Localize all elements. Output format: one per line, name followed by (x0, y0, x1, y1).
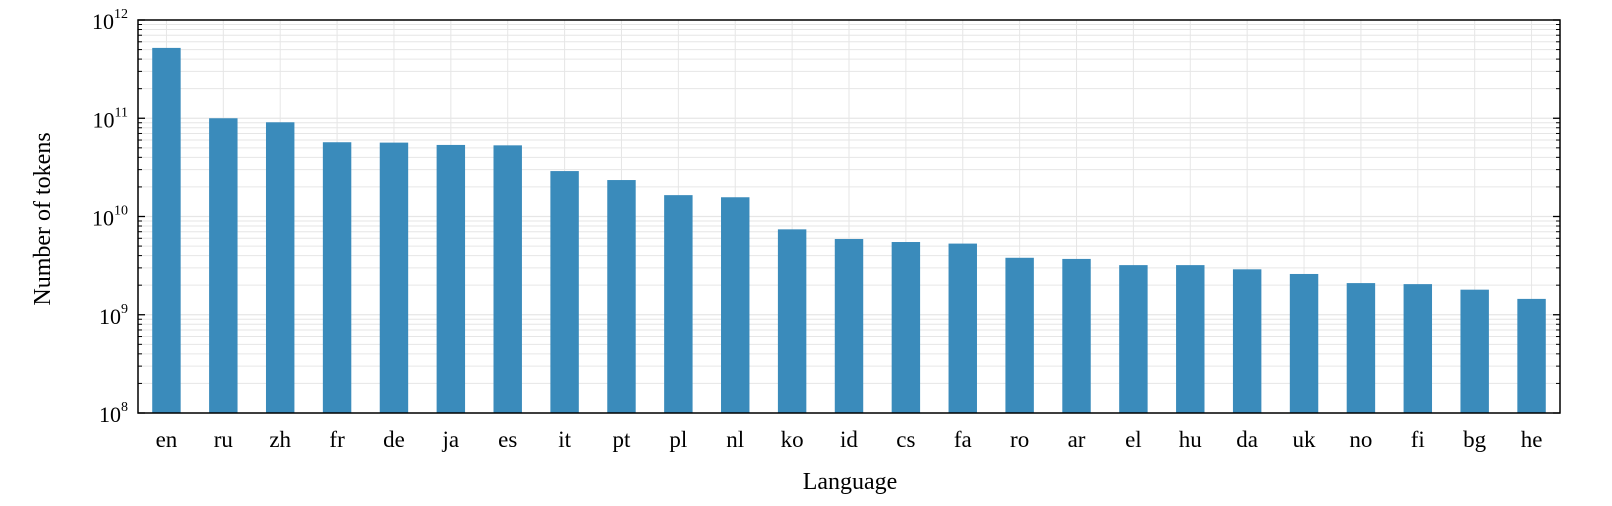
x-category-labels: en ru zh fr de ja es it pt pl nl ko id cs fa ro ar el hu da… (156, 427, 1543, 452)
x-tick-label-ko: ko (781, 427, 804, 452)
y-tick-label: 1010 (92, 204, 128, 231)
x-axis-title: Language (803, 469, 898, 495)
x-tick-label-da: da (1236, 427, 1258, 452)
bar-es (493, 145, 522, 413)
bar-id (834, 239, 864, 413)
bar-de (379, 142, 409, 413)
bar-fr (322, 142, 352, 413)
x-tick-label-he: he (1521, 427, 1543, 452)
bar-ko (777, 229, 807, 413)
x-tick-label-ru: ru (214, 427, 234, 452)
bar-bg (1460, 289, 1489, 413)
x-tick-label-de: de (383, 427, 405, 452)
bar-pl (664, 195, 693, 413)
bar-fa (948, 243, 977, 413)
axes (137, 19, 1561, 414)
bar-ar (1062, 258, 1091, 413)
x-tick-label-hu: hu (1179, 427, 1203, 452)
x-tick-label-cs: cs (896, 427, 915, 452)
x-tick-label-pl: pl (669, 427, 687, 452)
bars (152, 47, 1546, 414)
y-tick-label: 1011 (93, 105, 128, 132)
x-tick-label-uk: uk (1293, 427, 1317, 452)
x-tick-label-ja: ja (442, 427, 460, 452)
bar-pt (607, 180, 636, 413)
y-axis-title: Number of tokens (30, 132, 56, 305)
bar-ru (209, 118, 238, 413)
x-tick-label-it: it (558, 427, 571, 452)
y-tick-label: 109 (99, 302, 128, 329)
y-tick-labels: 108 109 1010 1011 1012 (92, 7, 128, 427)
bar-zh (265, 122, 295, 414)
x-tick-label-es: es (498, 427, 517, 452)
x-tick-label-el: el (1125, 427, 1142, 452)
x-tick-label-en: en (156, 427, 178, 452)
x-tick-label-nl: nl (726, 427, 744, 452)
x-tick-label-fr: fr (329, 427, 345, 452)
bar-da (1232, 269, 1262, 413)
x-tick-label-bg: bg (1463, 427, 1487, 452)
x-tick-label-fi: fi (1411, 427, 1425, 452)
bar-ro (1005, 257, 1034, 413)
x-tick-label-no: no (1349, 427, 1372, 452)
bar-nl (721, 197, 750, 413)
x-tick-label-ar: ar (1068, 427, 1086, 452)
x-tick-label-ro: ro (1010, 427, 1029, 452)
x-tick-label-id: id (840, 427, 858, 452)
bar-el (1119, 265, 1148, 413)
bar-hu (1176, 265, 1205, 413)
bar-no (1346, 283, 1376, 413)
bar-he (1517, 298, 1546, 413)
y-tick-label: 1012 (92, 7, 128, 34)
y-tick-label: 108 (99, 400, 128, 427)
x-tick-label-zh: zh (269, 427, 291, 452)
bar-it (550, 171, 579, 413)
x-tick-label-fa: fa (954, 427, 972, 452)
bar-fi (1403, 284, 1433, 413)
bar-en (152, 47, 181, 413)
bar-cs (891, 242, 921, 413)
x-tick-label-pt: pt (613, 427, 632, 452)
bar-uk (1289, 273, 1319, 413)
bar-ja (436, 144, 466, 413)
